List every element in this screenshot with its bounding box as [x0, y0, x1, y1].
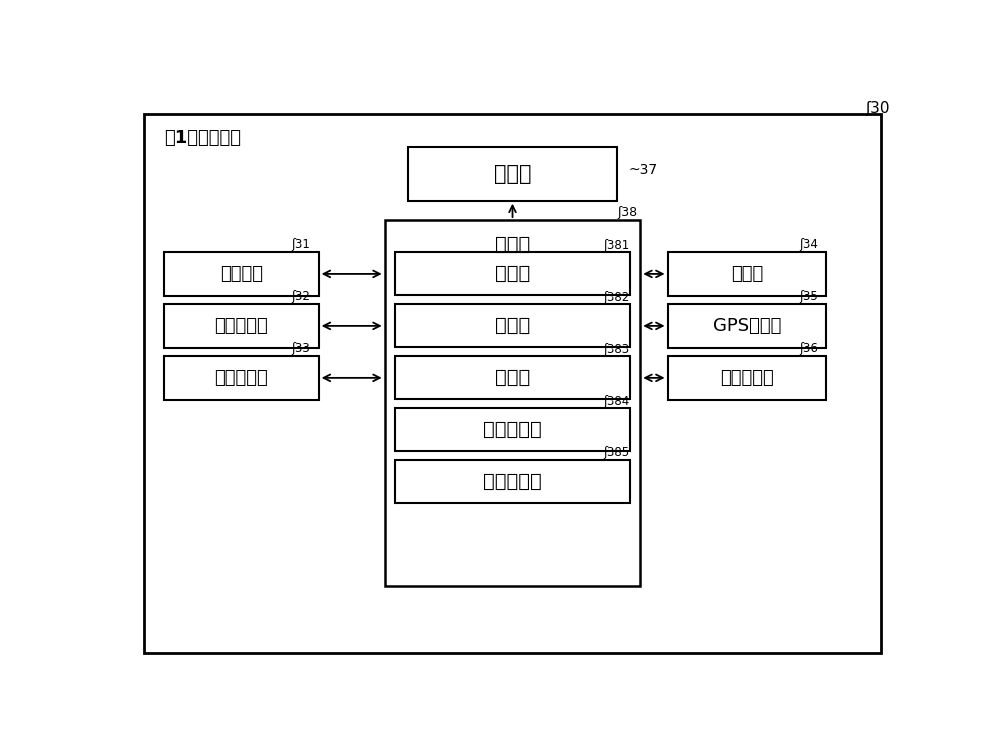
- Bar: [668, 252, 826, 297]
- Text: 取得部: 取得部: [495, 264, 530, 283]
- Text: ʃ383: ʃ383: [603, 342, 629, 356]
- Text: 通信部: 通信部: [494, 164, 531, 184]
- Text: 判定部: 判定部: [495, 316, 530, 336]
- Text: 行驶控制部: 行驶控制部: [483, 473, 542, 491]
- Text: 第1可穿戴设备: 第1可穿戴设备: [164, 129, 241, 147]
- Text: 生成部: 生成部: [495, 369, 530, 387]
- Text: 输出控制部: 输出控制部: [483, 420, 542, 440]
- Text: ʃ381: ʃ381: [603, 239, 629, 252]
- Text: ʃ382: ʃ382: [603, 291, 629, 303]
- Bar: [408, 147, 617, 201]
- Text: ʃ35: ʃ35: [799, 290, 818, 303]
- Text: 视线传感器: 视线传感器: [214, 369, 268, 387]
- Text: 举动传感器: 举动传感器: [214, 317, 268, 335]
- Text: ʃ36: ʃ36: [799, 342, 818, 355]
- Text: GPS传感器: GPS传感器: [713, 317, 781, 335]
- Bar: [395, 357, 630, 399]
- Text: ʃ384: ʃ384: [603, 395, 629, 407]
- Text: 穿戴传感器: 穿戴传感器: [720, 369, 774, 387]
- Text: ʃ32: ʃ32: [292, 290, 310, 303]
- Bar: [164, 356, 319, 400]
- Bar: [395, 460, 630, 503]
- Text: ʃ33: ʃ33: [292, 342, 310, 355]
- Text: ʃ30: ʃ30: [865, 100, 890, 115]
- Bar: [668, 356, 826, 400]
- Bar: [395, 408, 630, 452]
- Bar: [164, 303, 319, 348]
- Bar: [395, 304, 630, 348]
- Bar: [164, 252, 319, 297]
- Text: ʃ385: ʃ385: [603, 446, 629, 459]
- Bar: [668, 303, 826, 348]
- Text: 拍摄装置: 拍摄装置: [220, 265, 263, 283]
- Text: ʃ31: ʃ31: [292, 238, 310, 251]
- Bar: [385, 220, 640, 586]
- Text: ʃ38: ʃ38: [617, 206, 637, 219]
- Text: 控制部: 控制部: [495, 235, 530, 255]
- Text: ʃ34: ʃ34: [799, 238, 818, 251]
- Text: 投影部: 投影部: [731, 265, 763, 283]
- Bar: [395, 252, 630, 295]
- Text: ~37: ~37: [629, 163, 658, 177]
